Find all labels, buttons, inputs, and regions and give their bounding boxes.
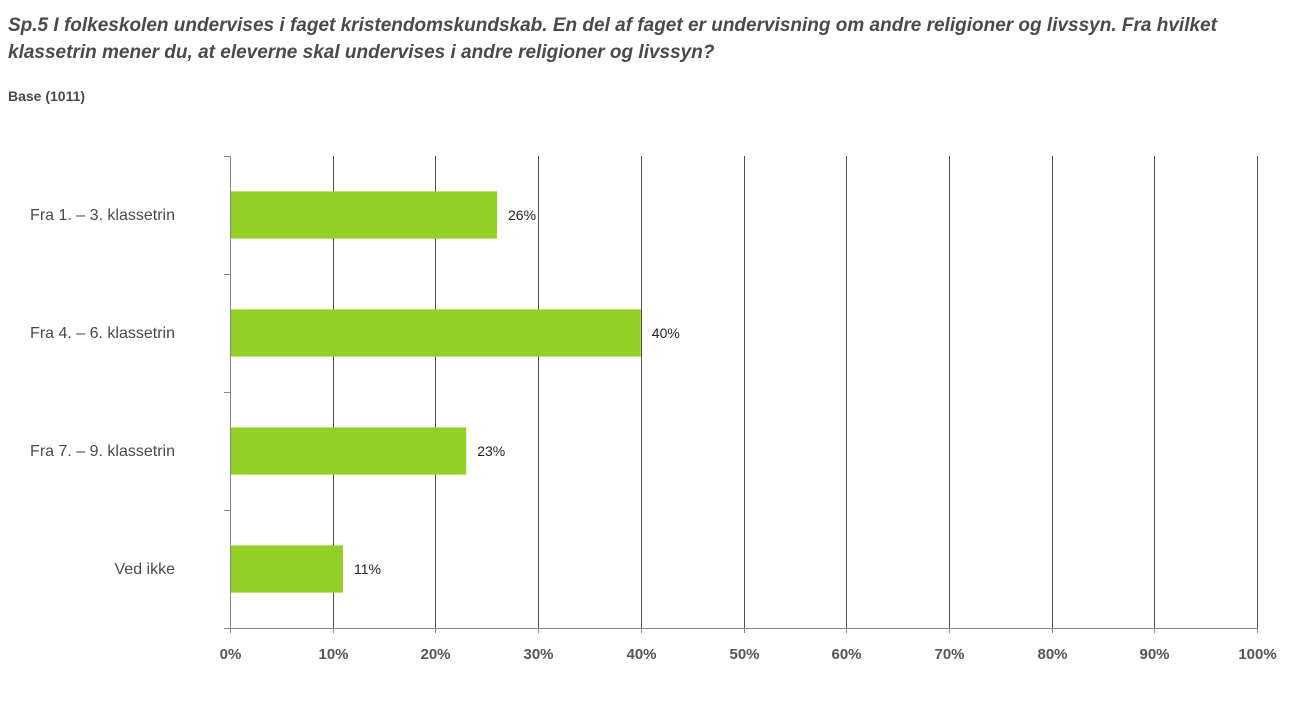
category-label: Fra 7. – 9. klassetrin — [30, 443, 175, 460]
x-tick-label: 90% — [1139, 646, 1169, 663]
data-label: 26% — [508, 207, 536, 223]
x-tick-label: 80% — [1037, 646, 1067, 663]
category-label: Fra 1. – 3. klassetrin — [30, 207, 175, 224]
data-label: 23% — [477, 443, 505, 459]
bar — [231, 309, 641, 357]
chart-subtitle: Base (1011) — [8, 88, 86, 104]
x-tick-label: 10% — [318, 646, 348, 663]
x-tick-label: 0% — [220, 646, 242, 663]
category-label: Ved ikke — [115, 561, 176, 578]
x-tick-label: 50% — [729, 646, 759, 663]
bars — [231, 191, 641, 593]
bar — [231, 427, 467, 475]
data-labels: 26% 40% 23% 11% — [354, 207, 680, 577]
data-label: 11% — [354, 561, 381, 577]
x-tick-label: 60% — [831, 646, 861, 663]
x-tick-label: 20% — [420, 646, 450, 663]
category-label: Fra 4. – 6. klassetrin — [30, 325, 175, 342]
category-labels: Fra 1. – 3. klassetrin Fra 4. – 6. klasse… — [30, 207, 175, 578]
x-tick-labels: 0% 10% 20% 30% 40% 50% 60% 70% 80% 90% 100% — [220, 646, 1277, 663]
chart-title: Sp.5 I folkeskolen undervises i faget kr… — [8, 15, 1217, 63]
bar — [231, 191, 498, 239]
axes — [224, 156, 1258, 633]
x-tick-label: 100% — [1238, 646, 1276, 663]
bar — [231, 545, 343, 593]
data-label: 40% — [652, 325, 680, 341]
x-tick-label: 30% — [523, 646, 553, 663]
x-tick-label: 40% — [626, 646, 656, 663]
x-tick-label: 70% — [934, 646, 964, 663]
